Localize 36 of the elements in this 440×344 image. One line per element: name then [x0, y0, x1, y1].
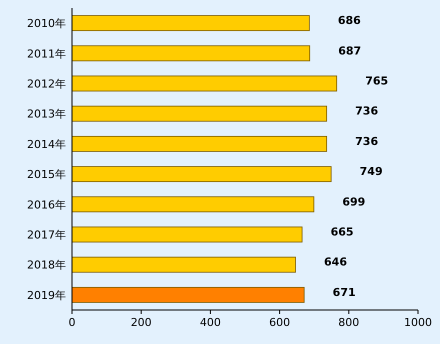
y-tick-label: 2014年: [27, 138, 66, 151]
y-tick-label: 2011年: [27, 47, 66, 60]
bar: [72, 226, 302, 242]
x-tick-label: 400: [200, 316, 221, 329]
y-tick-label: 2018年: [27, 258, 66, 272]
x-tick-label: 800: [338, 316, 360, 329]
x-tick-label: 0: [68, 316, 76, 329]
bar: [72, 166, 332, 182]
y-tick-label: 2015年: [27, 168, 66, 182]
data-label: 736: [355, 134, 378, 148]
bar: [72, 196, 314, 212]
bar: [72, 256, 296, 273]
x-tick-label: 200: [130, 316, 152, 329]
x-tick-label: 1000: [404, 316, 432, 329]
data-label: 687: [338, 44, 362, 58]
y-tick-label: 2010年: [27, 17, 66, 30]
data-label: 765: [365, 74, 388, 88]
bar: [72, 286, 305, 303]
bar: [72, 106, 328, 122]
bar: [72, 136, 328, 152]
data-label: 646: [324, 256, 348, 269]
data-label: 699: [342, 195, 366, 208]
bar: [72, 76, 338, 92]
data-label: 686: [338, 14, 362, 28]
bar: [72, 15, 310, 32]
x-tick-label: 600: [269, 316, 290, 329]
data-label: 671: [332, 286, 356, 299]
y-tick-label: 2012年: [27, 78, 66, 91]
y-tick-label: 2017年: [27, 228, 66, 242]
data-label: 736: [355, 104, 378, 118]
data-label: 749: [360, 165, 383, 178]
y-tick-label: 2013年: [27, 108, 66, 121]
bar: [72, 45, 310, 62]
data-label: 665: [330, 226, 354, 239]
y-tick-label: 2016年: [27, 198, 66, 212]
y-tick-label: 2019年: [27, 288, 66, 302]
